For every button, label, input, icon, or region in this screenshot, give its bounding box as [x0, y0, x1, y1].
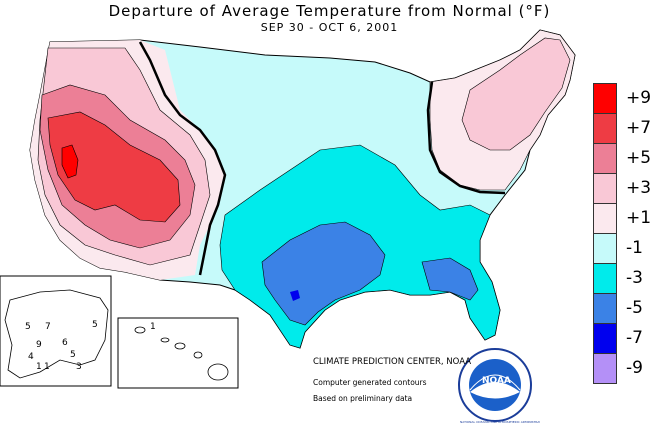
legend-swatch — [593, 323, 617, 354]
map-title: Departure of Average Temperature from No… — [108, 2, 551, 20]
legend-label: -5 — [626, 298, 643, 318]
alaska-label: 1 — [36, 362, 42, 372]
legend-swatch — [593, 263, 617, 294]
alaska-label: 5 — [25, 322, 31, 332]
alaska-label: 5 — [92, 320, 98, 330]
credit-line2: Computer generated contours — [313, 378, 427, 387]
legend-swatch — [593, 233, 617, 264]
noaa-logo-ring-text: NATIONAL OCEANIC AND ATMOSPHERIC ADMINIS… — [460, 420, 540, 424]
alaska-label: 1 — [44, 362, 50, 372]
alaska-label: 7 — [45, 322, 51, 332]
legend-swatch — [593, 203, 617, 234]
contour-minus5-southeast — [421, 257, 479, 301]
hawaii-islands — [134, 326, 229, 381]
credit-center: CLIMATE PREDICTION CENTER, NOAA — [313, 357, 472, 367]
alaska-label: 5 — [70, 350, 76, 360]
alaska-label: 9 — [36, 340, 42, 350]
legend-swatch — [593, 113, 617, 144]
legend-label: -3 — [626, 268, 643, 288]
legend-label: +1 — [626, 208, 652, 228]
alaska-label: 6 — [62, 338, 68, 348]
legend-label: +3 — [626, 178, 652, 198]
legend-swatch — [593, 83, 617, 114]
contour-plus3-northeast — [461, 37, 571, 151]
hawaii-label: 1 — [150, 322, 156, 332]
credit-line3: Based on preliminary data — [313, 394, 413, 403]
zero-contour-west — [138, 41, 227, 276]
legend-swatch — [593, 353, 617, 384]
map-subtitle: SEP 30 - OCT 6, 2001 — [260, 21, 399, 34]
contour-plus9-nevada — [61, 144, 79, 179]
legend-swatch — [593, 173, 617, 204]
noaa-logo-text: NOAA — [482, 376, 511, 386]
legend-label: -7 — [626, 328, 643, 348]
alaska-label: 3 — [76, 362, 82, 372]
legend-swatch — [593, 293, 617, 324]
legend-label: +5 — [626, 148, 652, 168]
noaa-logo — [458, 348, 532, 422]
contour-minus7-texas — [290, 290, 300, 301]
legend-label: -9 — [626, 358, 643, 378]
alaska-label: 4 — [28, 352, 34, 362]
legend-label: +9 — [626, 88, 652, 108]
legend-swatch — [593, 143, 617, 174]
contour-plus7-west — [47, 111, 181, 223]
legend-label: +7 — [626, 118, 652, 138]
legend-label: -1 — [626, 238, 643, 258]
alaska-outline — [4, 289, 109, 379]
zero-contour-east — [426, 81, 506, 195]
